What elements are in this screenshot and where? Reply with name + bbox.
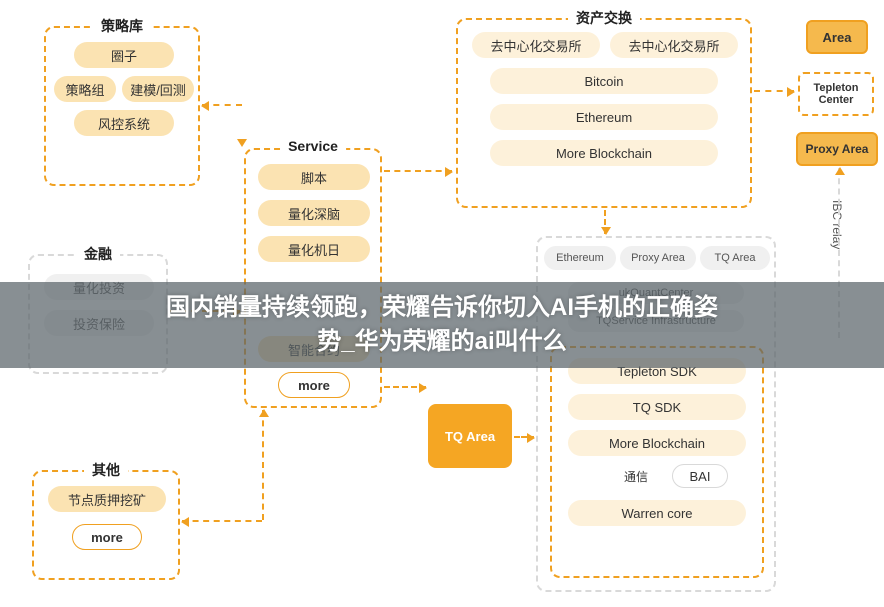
pill-script: 脚本 (258, 164, 370, 190)
arrow-service-exchange (384, 170, 452, 172)
pill-model: 建模/回测 (122, 76, 194, 102)
group-service: Service 脚本 量化深脑 量化机日 智能合约 more (244, 148, 382, 408)
pill-service-more[interactable]: more (278, 372, 350, 398)
ibc-relay-label: IBC relay (830, 200, 844, 249)
overlay-banner: 国内销量持续领跑，荣耀告诉你切入AI手机的正确姿 势_华为荣耀的ai叫什么 (0, 282, 884, 368)
group-other-title: 其他 (84, 460, 128, 480)
arrow-exchange-right (754, 90, 794, 92)
box-tepleton: Tepleton Center (798, 72, 874, 116)
tq-area-box: TQ Area (428, 404, 512, 468)
pill-dex2: 去中心化交易所 (610, 32, 738, 58)
arrow-exchange-tq (604, 210, 606, 234)
pill-strategy-group: 策略组 (54, 76, 116, 102)
pill-eth2: Ethereum (544, 246, 616, 270)
pill-dex1: 去中心化交易所 (472, 32, 600, 58)
pill-moreblock: More Blockchain (490, 140, 718, 166)
arrow-other-service (182, 520, 262, 522)
pill-deep: 量化深脑 (258, 200, 370, 226)
pill-other-more[interactable]: more (72, 524, 142, 550)
pill-risk: 风控系统 (74, 110, 174, 136)
arrow-service-tq (384, 386, 426, 388)
group-other: 其他 节点质押挖矿 more (32, 470, 180, 580)
group-exchange: 资产交换 去中心化交易所 去中心化交易所 Bitcoin Ethereum Mo… (456, 18, 752, 208)
pill-stake: 节点质押挖矿 (48, 486, 166, 512)
arrow-other-service-v (262, 410, 264, 520)
pill-ethereum: Ethereum (490, 104, 718, 130)
pill-tq-sdk: TQ SDK (568, 394, 746, 420)
inner-sdk: Tepleton SDK TQ SDK More Blockchain 通信 B… (550, 346, 764, 578)
pill-bai: BAI (672, 464, 728, 488)
group-finance-title: 金融 (76, 244, 120, 264)
pill-bitcoin: Bitcoin (490, 68, 718, 94)
label-comm: 通信 (612, 466, 660, 486)
pill-moreblock2: More Blockchain (568, 430, 746, 456)
overlay-line2: 势_华为荣耀的ai叫什么 (317, 325, 566, 359)
pill-machine: 量化机日 (258, 236, 370, 262)
pill-tq2: TQ Area (700, 246, 770, 270)
pill-circle: 圈子 (74, 42, 174, 68)
pill-proxy2: Proxy Area (620, 246, 696, 270)
overlay-line1: 国内销量持续领跑，荣耀告诉你切入AI手机的正确姿 (166, 291, 718, 325)
group-strategy-title: 策略库 (93, 16, 151, 36)
group-strategy: 策略库 圈子 策略组 建模/回测 风控系统 (44, 26, 200, 186)
group-exchange-title: 资产交换 (568, 8, 640, 28)
arrow-strategy-service (202, 104, 242, 106)
box-proxy: Proxy Area (796, 132, 878, 166)
box-area: Area (806, 20, 868, 54)
group-service-title: Service (280, 138, 346, 154)
arrow-tqarea-tq (514, 436, 534, 438)
pill-warren: Warren core (568, 500, 746, 526)
